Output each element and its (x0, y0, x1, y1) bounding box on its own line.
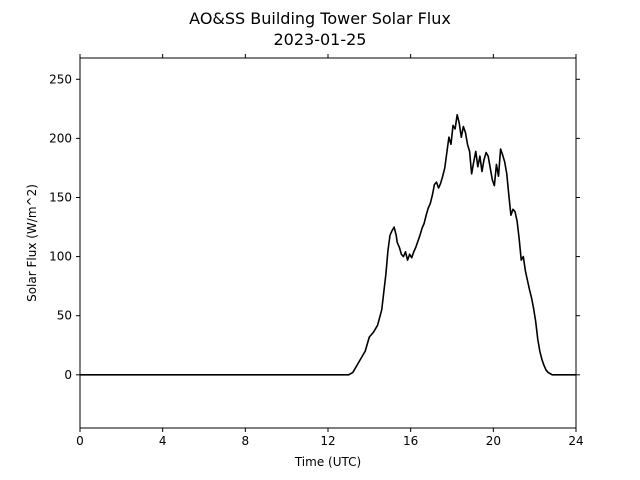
y-tick-label: 50 (57, 309, 72, 323)
x-axis-label: Time (UTC) (294, 455, 361, 469)
y-tick-label: 0 (64, 368, 72, 382)
y-tick-label: 150 (49, 190, 72, 204)
chart-title: AO&SS Building Tower Solar Flux (189, 9, 451, 28)
y-tick-label: 200 (49, 131, 72, 145)
x-tick-label: 8 (242, 434, 250, 448)
plot-area (80, 113, 576, 376)
y-tick-label: 100 (49, 250, 72, 264)
y-axis-label: Solar Flux (W/m^2) (25, 184, 39, 302)
x-tick-label: 0 (76, 434, 84, 448)
chart-subtitle: 2023-01-25 (274, 30, 367, 49)
series-line (80, 113, 576, 376)
x-tick-label: 24 (568, 434, 583, 448)
x-tick-label: 4 (159, 434, 167, 448)
x-tick-label: 12 (320, 434, 335, 448)
x-tick-label: 20 (486, 434, 501, 448)
axes-frame (79, 57, 577, 429)
x-tick-label: 16 (403, 434, 418, 448)
axis-ticks: 0 4 8 12 16 20 24 0 50 100 150 200 250 (49, 54, 584, 448)
y-tick-label: 250 (49, 72, 72, 86)
